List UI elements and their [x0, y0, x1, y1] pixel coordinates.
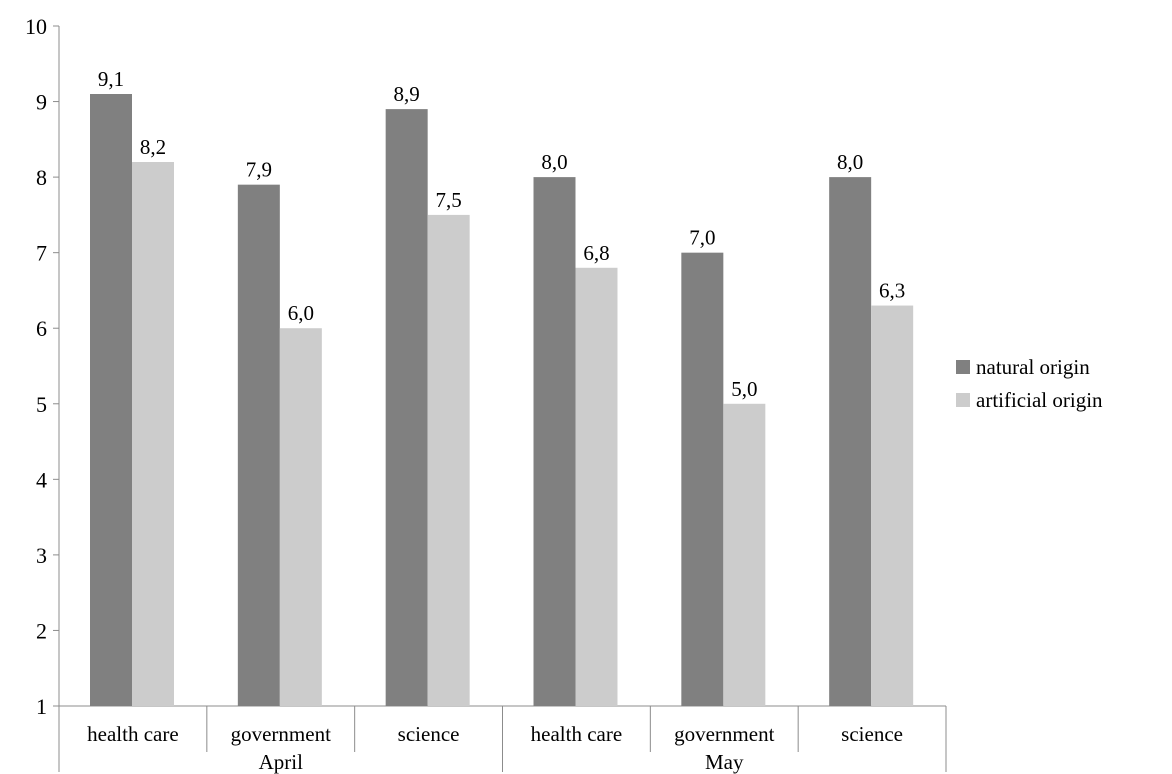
bar-natural-origin	[533, 177, 576, 707]
data-label: 6,8	[583, 241, 609, 265]
legend-swatch	[956, 393, 970, 407]
bar-artificial-origin	[871, 305, 914, 706]
x-category-label: health care	[531, 722, 623, 746]
data-label: 8,0	[837, 150, 863, 174]
legend: natural origin artificial origin	[956, 355, 1103, 412]
bar-natural-origin	[90, 94, 132, 706]
data-label: 8,2	[140, 135, 166, 159]
y-tick-label: 8	[36, 165, 47, 190]
bar-natural-origin	[385, 109, 428, 707]
bar-artificial-origin	[575, 267, 618, 706]
data-label: 8,0	[541, 150, 567, 174]
x-category-label: government	[231, 722, 331, 746]
x-category-label: science	[398, 722, 460, 746]
y-tick-label: 1	[36, 694, 47, 719]
y-tick-label: 9	[36, 90, 47, 115]
legend-swatch	[956, 360, 970, 374]
bar-natural-origin	[681, 252, 724, 706]
y-tick-label: 6	[36, 316, 47, 341]
bar-artificial-origin	[279, 328, 322, 706]
x-group-label: May	[705, 750, 744, 774]
bar-artificial-origin	[132, 162, 174, 706]
data-label: 6,0	[288, 301, 314, 325]
y-tick-label: 2	[36, 618, 47, 643]
bar-natural-origin	[237, 184, 280, 706]
x-category-label: science	[841, 722, 903, 746]
bar-natural-origin	[829, 177, 872, 707]
legend-label: natural origin	[976, 355, 1090, 379]
data-label: 7,0	[689, 226, 715, 250]
bar-artificial-origin	[723, 403, 766, 706]
y-tick-label: 5	[36, 392, 47, 417]
bars	[90, 94, 914, 707]
data-label: 7,5	[436, 188, 462, 212]
data-label: 6,3	[879, 279, 905, 303]
y-tick-label: 7	[36, 241, 47, 266]
bar-artificial-origin	[427, 214, 470, 706]
y-tick-label: 3	[36, 543, 47, 568]
y-tick-label: 10	[25, 14, 47, 39]
x-category-label: health care	[87, 722, 179, 746]
data-label: 8,9	[394, 82, 420, 106]
legend-label: artificial origin	[976, 388, 1103, 412]
y-tick-label: 4	[36, 467, 47, 492]
data-label: 9,1	[98, 67, 124, 91]
data-labels: 9,1 7,9 8,9 8,0 7,0 8,0 8,2 6,0 7,5 6,8 5,0 6,3	[98, 67, 905, 401]
x-category-label: government	[674, 722, 774, 746]
data-label: 7,9	[246, 158, 272, 182]
axes: 1 2 3 4 5 6 7 8 9 10 health care government science h…	[25, 14, 947, 774]
x-group-label: April	[259, 750, 303, 774]
data-label: 5,0	[731, 377, 757, 401]
